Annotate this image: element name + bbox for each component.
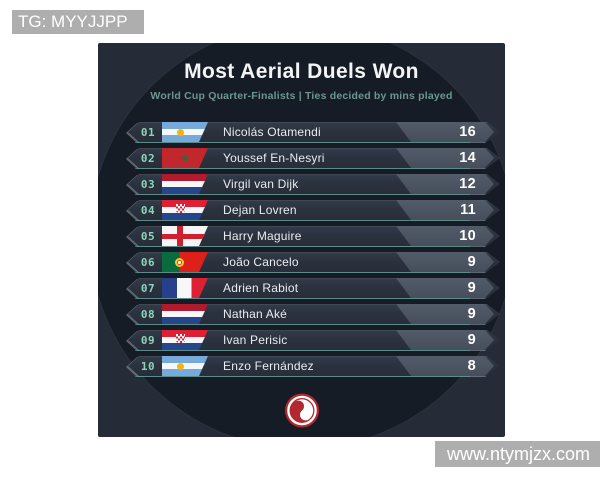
row-outline: 08 Nathan Aké 9 xyxy=(128,304,500,324)
row-shape: 06 João Cancelo 9 xyxy=(128,252,500,272)
row-shape: 09 Ivan Perisic 9 xyxy=(128,330,500,350)
row-shape: 08 Nathan Aké 9 xyxy=(128,304,500,324)
rank-label: 07 xyxy=(140,282,156,295)
rank-label: 05 xyxy=(140,230,156,243)
player-name: Nathan Aké xyxy=(223,307,288,321)
row-outline: 03 Virgil van Dijk 12 xyxy=(128,174,500,194)
table-row: 02 Youssef En-Nesyri 14 xyxy=(128,148,500,169)
flag-emblem xyxy=(162,226,208,246)
row-outline: 02 Youssef En-Nesyri 14 xyxy=(128,148,500,168)
value-label: 9 xyxy=(467,254,476,270)
value-label: 9 xyxy=(467,306,476,322)
flag-croatia-icon xyxy=(162,330,208,350)
player-name: João Cancelo xyxy=(223,255,299,269)
stats-panel: Most Aerial Duels Won World Cup Quarter-… xyxy=(98,43,505,437)
value-label: 9 xyxy=(467,280,476,296)
player-name: Ivan Perisic xyxy=(223,333,288,347)
flag-morocco-icon xyxy=(162,148,208,168)
flag-emblem xyxy=(177,363,184,370)
rank-label: 03 xyxy=(140,178,156,191)
flag-emblem xyxy=(176,204,185,213)
flag-emblem xyxy=(177,129,184,136)
value-badge: 14 xyxy=(396,148,494,168)
flag-france-icon xyxy=(162,278,208,298)
row-outline: 01 Nicolás Otamendi 16 xyxy=(128,122,500,142)
table-row: 06 João Cancelo 9 xyxy=(128,252,500,273)
player-name: Nicolás Otamendi xyxy=(223,125,321,139)
row-outline: 04 Dejan Lovren 11 xyxy=(128,200,500,220)
flag-netherlands-icon xyxy=(162,174,208,194)
panel-header: Most Aerial Duels Won World Cup Quarter-… xyxy=(98,60,505,102)
page-title: Most Aerial Duels Won xyxy=(184,60,419,83)
rank-label: 10 xyxy=(140,360,156,373)
flag-croatia-icon xyxy=(162,200,208,220)
row-outline: 07 Adrien Rabiot 9 xyxy=(128,278,500,298)
player-name: Enzo Fernández xyxy=(223,359,314,373)
row-outline: 05 Harry Maguire 10 xyxy=(128,226,500,246)
flag-argentina-icon xyxy=(162,122,208,142)
table-row: 04 Dejan Lovren 11 xyxy=(128,200,500,221)
flag-netherlands-icon xyxy=(162,304,208,324)
row-shape: 05 Harry Maguire 10 xyxy=(128,226,500,246)
value-badge: 9 xyxy=(396,252,494,272)
website-watermark: www.ntymjzx.com xyxy=(434,441,600,467)
row-shape: 03 Virgil van Dijk 12 xyxy=(128,174,500,194)
value-label: 16 xyxy=(459,124,476,140)
table-row: 09 Ivan Perisic 9 xyxy=(128,330,500,351)
table-row: 03 Virgil van Dijk 12 xyxy=(128,174,500,195)
value-badge: 9 xyxy=(396,304,494,324)
table-row: 10 Enzo Fernández 8 xyxy=(128,356,500,377)
row-shape: 10 Enzo Fernández 8 xyxy=(128,356,500,376)
value-label: 11 xyxy=(460,202,476,218)
rank-label: 09 xyxy=(140,334,156,347)
value-badge: 11 xyxy=(396,200,494,220)
value-label: 9 xyxy=(467,332,476,348)
row-outline: 06 João Cancelo 9 xyxy=(128,252,500,272)
table-row: 01 Nicolás Otamendi 16 xyxy=(128,122,500,143)
table-row: 05 Harry Maguire 10 xyxy=(128,226,500,247)
value-badge: 9 xyxy=(396,278,494,298)
value-badge: 8 xyxy=(396,356,494,376)
player-name: Harry Maguire xyxy=(223,229,302,243)
row-outline: 09 Ivan Perisic 9 xyxy=(128,330,500,350)
player-name: Youssef En-Nesyri xyxy=(223,151,325,165)
ranking-list: 01 Nicolás Otamendi 16 02 Youssef En-Nes… xyxy=(128,122,500,382)
value-badge: 12 xyxy=(396,174,494,194)
flag-argentina-icon xyxy=(162,356,208,376)
rank-label: 06 xyxy=(140,256,156,269)
rank-label: 04 xyxy=(140,204,156,217)
flag-portugal-icon xyxy=(162,252,208,272)
value-badge: 10 xyxy=(396,226,494,246)
flag-emblem xyxy=(175,258,184,267)
flag-emblem xyxy=(162,148,208,168)
row-shape: 04 Dejan Lovren 11 xyxy=(128,200,500,220)
player-name: Virgil van Dijk xyxy=(223,177,299,191)
value-label: 14 xyxy=(459,150,476,166)
row-shape: 01 Nicolás Otamendi 16 xyxy=(128,122,500,142)
row-shape: 07 Adrien Rabiot 9 xyxy=(128,278,500,298)
value-label: 10 xyxy=(459,228,476,244)
table-row: 08 Nathan Aké 9 xyxy=(128,304,500,325)
player-name: Dejan Lovren xyxy=(223,203,297,217)
page-subtitle: World Cup Quarter-Finalists | Ties decid… xyxy=(150,90,453,102)
rank-label: 08 xyxy=(140,308,156,321)
rank-label: 02 xyxy=(140,152,156,165)
flag-england-icon xyxy=(162,226,208,246)
row-outline: 10 Enzo Fernández 8 xyxy=(128,356,500,376)
table-row: 07 Adrien Rabiot 9 xyxy=(128,278,500,299)
value-label: 8 xyxy=(467,358,476,374)
telegram-watermark: TG: MYYJJPP xyxy=(12,10,144,34)
row-shape: 02 Youssef En-Nesyri 14 xyxy=(128,148,500,168)
flag-emblem xyxy=(176,334,185,343)
value-badge: 9 xyxy=(396,330,494,350)
value-badge: 16 xyxy=(396,122,494,142)
player-name: Adrien Rabiot xyxy=(223,281,299,295)
yin-yang-logo-icon xyxy=(284,393,319,428)
value-label: 12 xyxy=(459,176,476,192)
rank-label: 01 xyxy=(140,126,156,139)
